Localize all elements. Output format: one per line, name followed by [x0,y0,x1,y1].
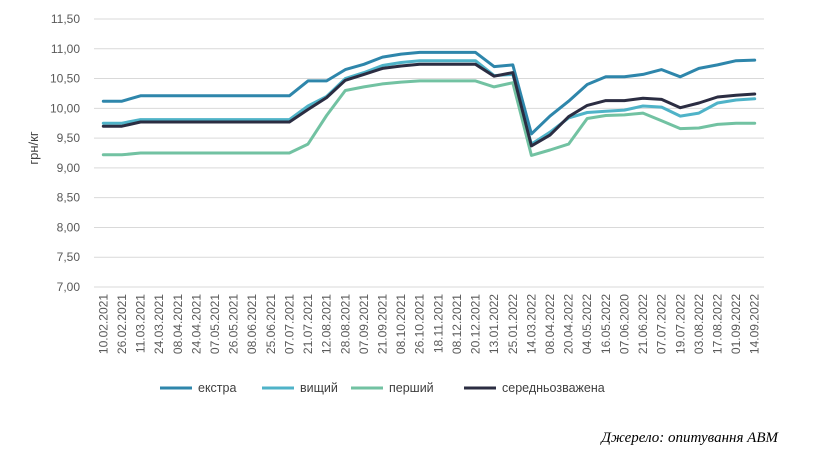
y-axis-ticks: 7,00 7,50 8,00 8,50 9,00 9,50 10,00 10,50 11,00 1… [50,12,80,294]
x-tick-label: 07.06.2020 [617,294,631,354]
series-line-3 [101,62,757,148]
x-tick-label: 07.07.2021 [282,294,296,354]
series-line-1 [101,59,757,146]
x-tick-label: 07.09.2021 [357,294,371,354]
x-tick-label: 01.09.2022 [729,294,743,354]
x-tick-label: 18.11.2021 [431,294,445,353]
x-tick-label: 08.04.2022 [543,294,557,354]
x-tick-label: 10.02.2021 [96,294,110,354]
x-tick-label: 21.07.2021 [301,294,315,354]
x-tick-label: 26.05.2021 [227,294,241,354]
x-tick-label: 07.05.2021 [208,294,222,354]
x-tick-label: 12.08.2021 [320,294,334,354]
legend-label: перший [389,381,434,395]
x-tick-label: 24.04.2021 [189,294,203,354]
x-tick-label: 14.03.2022 [524,294,538,354]
y-tick-label: 7,50 [57,250,81,264]
y-axis-label: грн/кг [26,131,41,164]
y-tick-label: 11,00 [51,42,80,56]
source-note: Джерело: опитування АВМ [601,430,778,446]
x-tick-label: 20.04.2022 [562,294,576,354]
x-tick-label: 20.12.2021 [469,294,483,354]
y-tick-label: 11,50 [51,12,80,26]
series-line-0 [101,50,757,136]
y-tick-label: 10,50 [50,72,80,86]
y-tick-label: 7,00 [57,280,81,294]
legend-label: вищий [300,381,338,395]
x-tick-label: 11.03.2021 [134,294,148,353]
x-tick-label: 26.02.2021 [115,294,129,354]
y-tick-label: 8,50 [57,191,81,205]
x-tick-label: 19.07.2022 [673,294,687,354]
x-tick-label: 08.06.2021 [245,294,259,354]
x-tick-label: 26.10.2021 [413,294,427,354]
x-tick-label: 04.05.2022 [580,294,594,354]
x-tick-label: 28.08.2021 [338,294,352,354]
x-tick-label: 08.10.2021 [394,294,408,354]
legend-label: екстра [198,381,236,395]
x-tick-label: 14.09.2022 [748,294,762,354]
y-tick-label: 8,00 [57,220,81,234]
y-tick-label: 9,00 [57,161,81,175]
x-tick-label: 21.06.2022 [636,294,650,354]
x-tick-label: 21.09.2021 [375,294,389,354]
x-tick-label: 17.08.2022 [710,294,724,354]
x-tick-label: 08.04.2021 [171,294,185,354]
y-tick-label: 9,50 [57,131,81,145]
x-tick-label: 03.08.2022 [692,294,706,354]
gridlines [94,18,764,288]
legend-label: середньозважена [502,381,605,395]
x-tick-label: 08.12.2021 [450,294,464,354]
legend: екстра вищий перший середньозважена [160,381,605,395]
series-line-2 [101,79,757,157]
x-tick-label: 16.05.2022 [599,294,613,354]
series-lines [101,50,757,157]
y-tick-label: 10,00 [50,101,80,115]
x-tick-label: 13.01.2022 [487,294,501,354]
x-axis-ticks: 10.02.2021 26.02.2021 11.03.2021 24.03.2021… [96,294,761,354]
x-tick-label: 25.06.2021 [264,294,278,354]
x-tick-label: 25.01.2022 [506,294,520,354]
x-tick-label: 24.03.2021 [152,294,166,354]
x-tick-label: 07.07.2022 [655,294,669,354]
